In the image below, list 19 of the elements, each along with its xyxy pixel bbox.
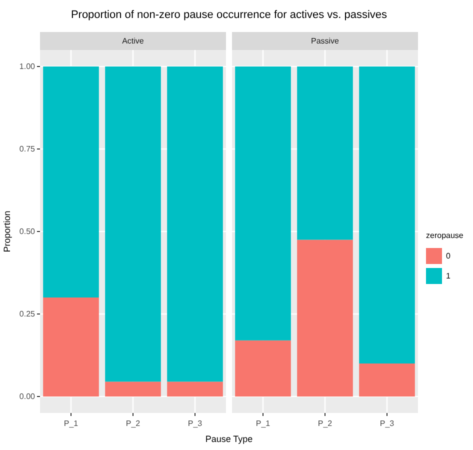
- y-tick-label: 0.75: [19, 144, 36, 154]
- x-tick-label: P_3: [380, 419, 395, 428]
- y-tick-label: 0.50: [19, 227, 36, 236]
- chart-subtitle: Passive: [310, 36, 340, 46]
- y-tick-label: 0.25: [19, 310, 36, 319]
- legend-label: 1: [446, 272, 451, 281]
- legend-label: 0: [446, 252, 451, 261]
- x-tick-label: P_1: [256, 419, 271, 428]
- chart-subtitle: Active: [122, 36, 144, 46]
- x-tick-label: P_2: [126, 419, 141, 428]
- y-axis-title: Proportion: [2, 210, 12, 252]
- x-tick-label: P_3: [188, 419, 203, 428]
- x-axis-title: Pause Type: [205, 434, 253, 444]
- x-tick-label: P_2: [318, 419, 333, 428]
- y-tick-label: 1.00: [19, 62, 36, 72]
- y-tick-label: 0.00: [19, 392, 36, 402]
- x-tick-label: P_1: [64, 419, 79, 428]
- chart-title: Proportion of non-zero pause occurrence for actives vs. passives: [70, 9, 388, 21]
- legend-title: zeropause: [426, 231, 464, 240]
